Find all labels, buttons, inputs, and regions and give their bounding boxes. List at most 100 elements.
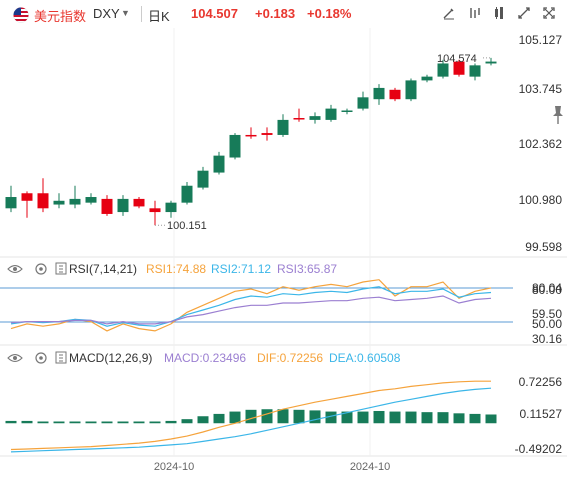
macd-bar	[309, 410, 321, 424]
macd-bar	[37, 421, 49, 424]
rsi-series-line	[10, 295, 492, 325]
macd-axis-tick: 0.11527	[520, 407, 563, 421]
candle-body	[421, 76, 433, 81]
candle-body	[21, 193, 33, 201]
macd-bar	[277, 409, 289, 424]
rsi1-value: RSI1:74.88	[146, 262, 206, 276]
macd-value: MACD:0.23496	[164, 351, 246, 365]
candle-body	[261, 133, 273, 135]
macd-bar	[213, 413, 225, 424]
eye-icon[interactable]	[7, 264, 23, 274]
candle-body	[357, 97, 369, 109]
macd-bars-group	[5, 409, 497, 424]
candle-body	[373, 87, 385, 100]
dea-value: DEA:0.60508	[329, 351, 401, 365]
macd-bar	[245, 409, 257, 424]
x-axis-label: 2024-10	[154, 461, 194, 473]
candle-body	[133, 198, 145, 207]
rsi-axis-tick: 80.04	[532, 281, 562, 295]
macd-bar	[69, 421, 81, 424]
macd-bar	[53, 421, 65, 424]
settings-icon[interactable]	[35, 352, 47, 364]
price-axis-tick: 100.980	[519, 193, 563, 207]
price-axis-tick: 99.598	[525, 240, 562, 254]
rsi-axis-tick: 59.50	[532, 307, 562, 321]
dif-value: DIF:0.72256	[257, 351, 323, 365]
eye-icon[interactable]	[7, 353, 23, 363]
macd-bar	[229, 411, 241, 424]
macd-axis-tick: 0.72256	[519, 375, 563, 389]
macd-bar	[389, 411, 401, 424]
price-axis-tick: 105.127	[519, 33, 563, 47]
candle-body	[85, 197, 97, 203]
rsi-series-line	[10, 286, 492, 327]
candle-body	[309, 116, 321, 120]
candle-body	[37, 193, 49, 209]
candle-body	[197, 170, 209, 188]
rsi-header: RSI(7,14,21) RSI1:74.88 RSI2:71.12 RSI3:…	[7, 262, 337, 276]
x-axis-label: 2024-10	[350, 461, 390, 473]
fullscreen-icon[interactable]	[540, 6, 558, 22]
macd-bar	[421, 412, 433, 424]
macd-bar	[5, 420, 17, 424]
candle-body	[181, 185, 193, 203]
macd-bar	[405, 411, 417, 424]
macd-bar	[181, 419, 193, 424]
settings-icon[interactable]	[35, 263, 47, 275]
pin-icon[interactable]	[551, 104, 565, 129]
compare-icon[interactable]	[515, 6, 533, 22]
macd-series-line	[10, 387, 492, 453]
macd-bar	[101, 421, 113, 424]
period-selector[interactable]: 日K	[148, 9, 170, 24]
draw-line-icon[interactable]	[440, 6, 458, 22]
candle-body	[469, 65, 481, 77]
macd-lines-group	[10, 380, 492, 453]
us-flag-icon	[13, 7, 29, 23]
candle-body	[389, 89, 401, 100]
macd-bar	[341, 411, 353, 424]
symbol-name[interactable]: 美元指数	[34, 9, 87, 24]
macd-bar	[117, 421, 129, 424]
macd-bar	[197, 416, 209, 424]
rsi-axis-tick: 30.16	[532, 332, 562, 346]
rsi-axis-tick: 50.00	[532, 317, 562, 331]
candle-body	[101, 198, 113, 214]
candle-body	[325, 108, 337, 120]
dropdown-caret-icon[interactable]: ▼	[121, 8, 130, 18]
macd-bar	[453, 413, 465, 424]
rsi-series-line	[10, 279, 492, 332]
candle-body	[213, 155, 225, 173]
collapse-icon[interactable]	[55, 262, 67, 275]
candle-body	[69, 198, 81, 205]
candle-body	[277, 119, 289, 135]
macd-bar	[261, 409, 273, 424]
price-axis-tick: 102.362	[519, 137, 563, 151]
macd-bar	[85, 421, 97, 424]
macd-bar	[373, 410, 385, 424]
symbol-code[interactable]: DXY	[93, 6, 120, 21]
collapse-icon[interactable]	[55, 351, 67, 364]
low-price-label: 100.151	[167, 220, 207, 232]
rsi-title: RSI(7,14,21)	[69, 262, 137, 276]
rsi-axis-tick: 80.00	[532, 283, 562, 297]
macd-title: MACD(12,26,9)	[69, 351, 152, 365]
candle-body	[245, 134, 257, 137]
candle-body	[341, 110, 353, 112]
rsi2-value: RSI2:71.12	[211, 262, 271, 276]
candle-body	[117, 198, 129, 213]
macd-series-line	[10, 380, 491, 451]
indicator-icon[interactable]	[466, 6, 484, 22]
rsi-lines-group	[10, 279, 492, 332]
candles-group	[5, 57, 497, 226]
candle-body	[437, 63, 449, 77]
candle-body	[229, 134, 241, 158]
price-change: +0.183	[255, 6, 296, 21]
macd-bar	[469, 413, 481, 424]
candle-body	[149, 208, 161, 213]
macd-bar	[165, 420, 177, 424]
macd-bar	[485, 414, 497, 424]
macd-axis-tick: -0.49202	[515, 442, 563, 456]
settings-icon[interactable]	[491, 6, 509, 22]
candle-body	[453, 61, 465, 75]
